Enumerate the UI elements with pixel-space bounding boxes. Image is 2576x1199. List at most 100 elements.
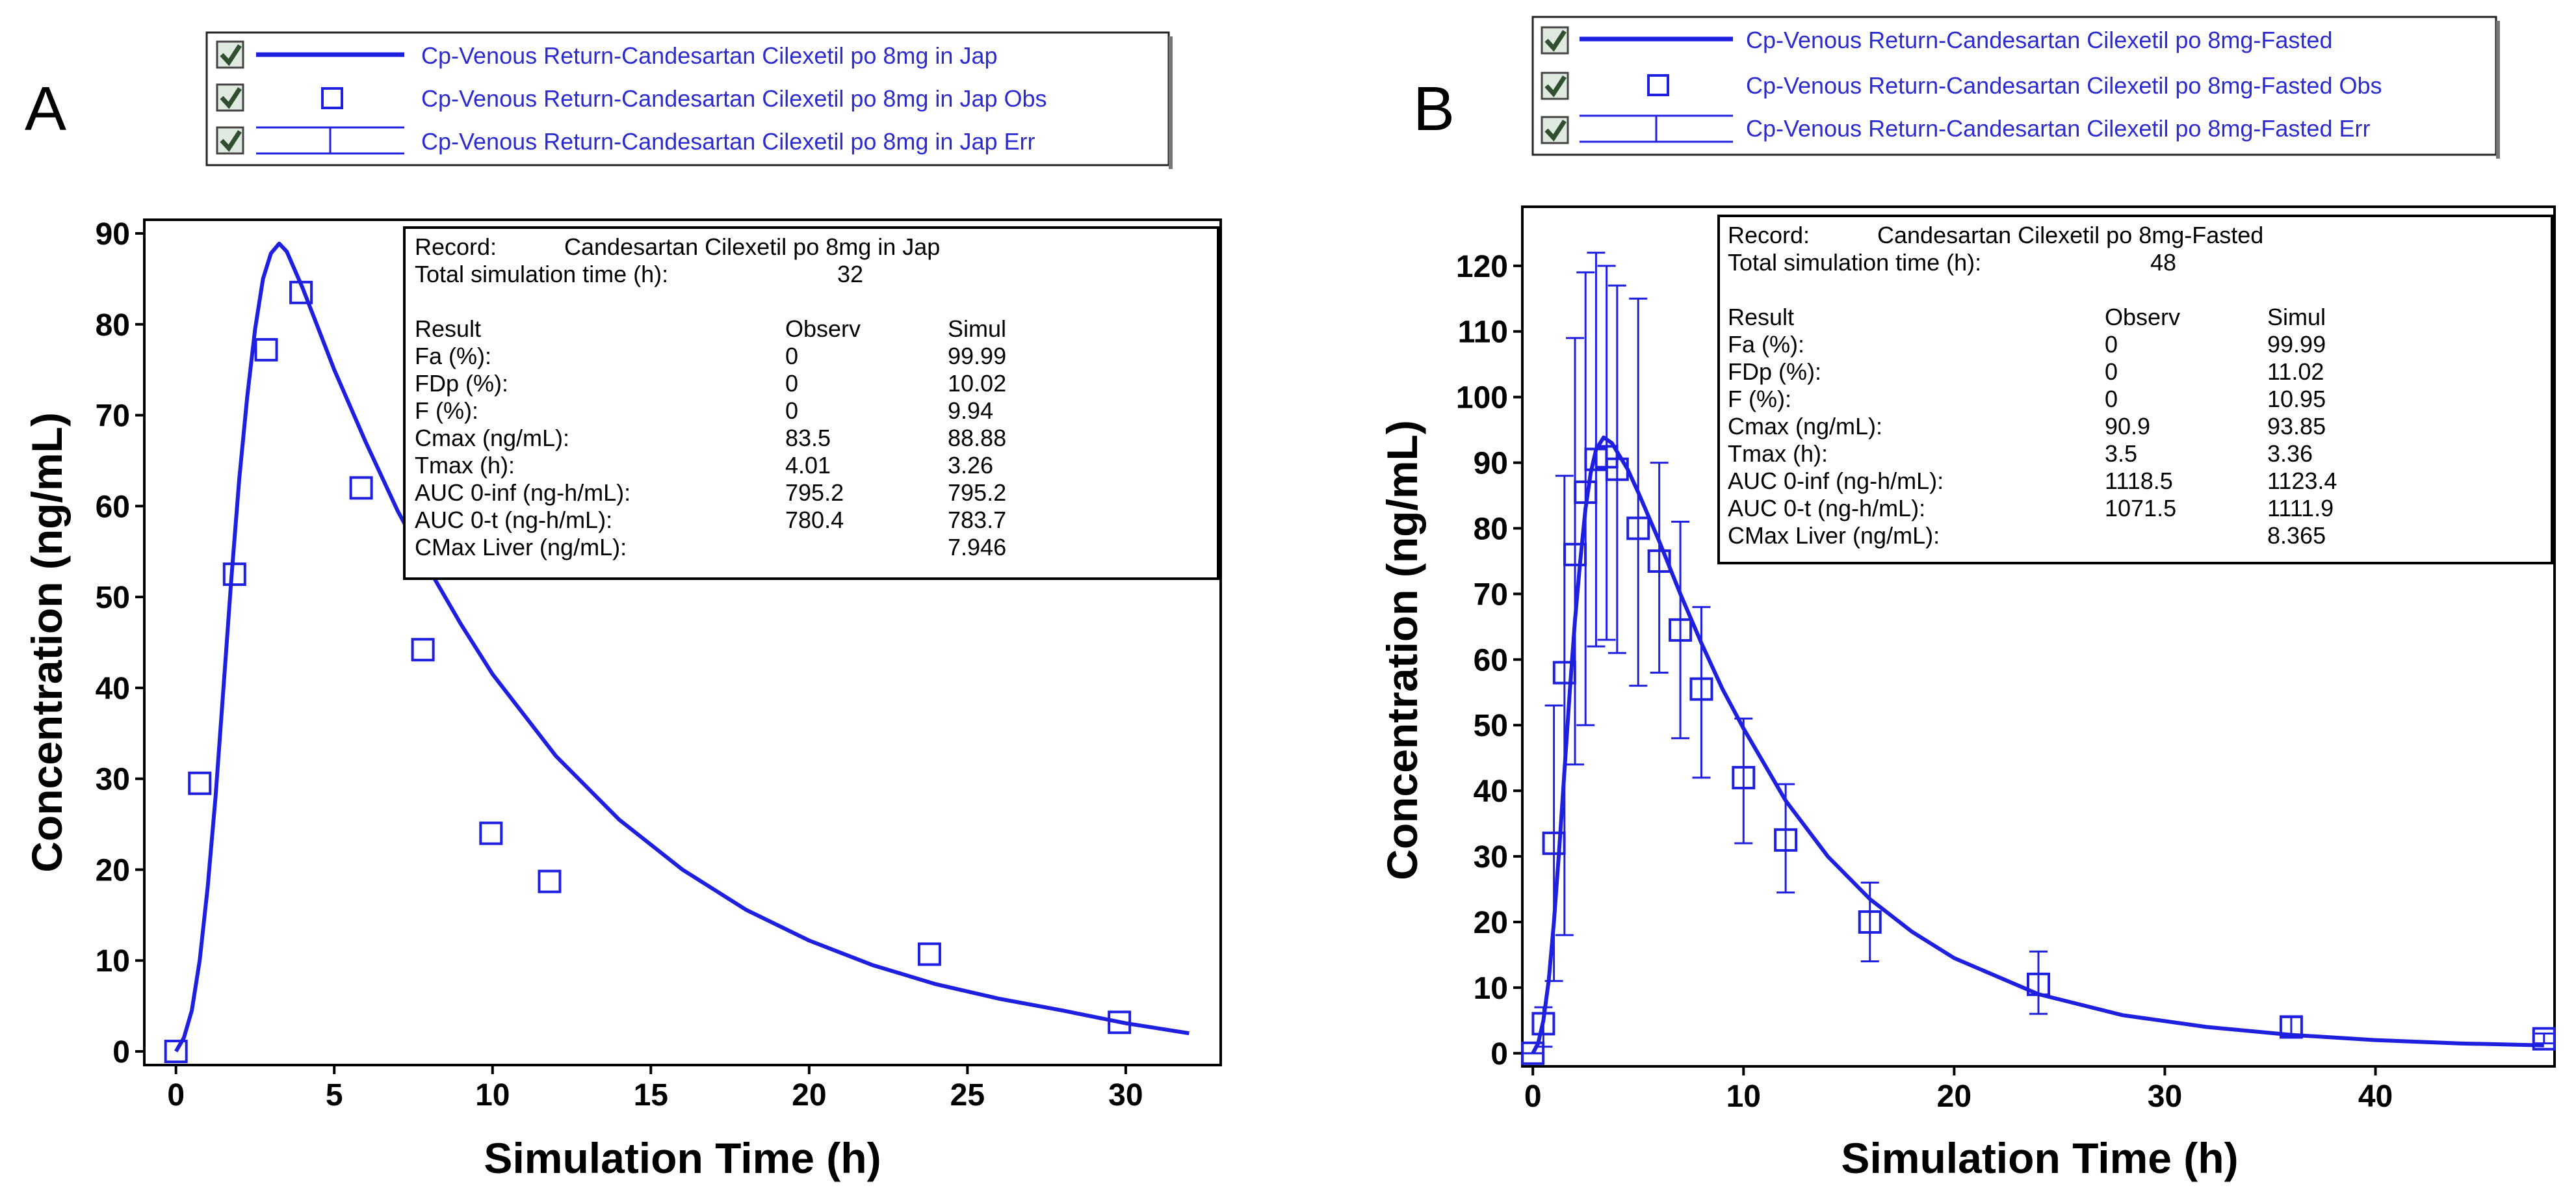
info-b-rows: Fa (%): 0 99.99 FDp (%): 0 11.02 F (%): 0 10.95 C…	[1728, 331, 2337, 549]
info-row-cell: 783.7	[948, 507, 1006, 533]
info-row-cell: AUC 0-inf (ng-h/mL):	[415, 479, 631, 506]
y-tick-label: 50	[1474, 709, 1508, 743]
info-b-sim-time-label: Total simulation time (h):	[1728, 249, 1981, 276]
info-b-record-value: Candesartan Cilexetil po 8mg-Fasted	[1877, 222, 2263, 248]
info-b-record-label: Record:	[1728, 222, 1810, 248]
x-tick-label: 0	[1524, 1079, 1542, 1114]
panel-a-label: A	[25, 74, 66, 144]
info-row-cell: 90.9	[2105, 413, 2150, 440]
observed-marker	[1689, 677, 1713, 701]
error-bar	[1692, 606, 1711, 779]
observed-marker	[1626, 516, 1650, 540]
check-icon	[1544, 75, 1567, 98]
legend-b-label-err: Cp-Venous Return-Candesartan Cilexetil p…	[1746, 115, 2370, 142]
legend-a-label-err: Cp-Venous Return-Candesartan Cilexetil p…	[421, 128, 1035, 155]
legend-b: Cp-Venous Return-Candesartan Cilexetil p…	[1531, 16, 2500, 159]
x-tick-label: 20	[1937, 1079, 1971, 1114]
y-tick-label: 50	[96, 581, 130, 615]
info-row-cell: Tmax (h):	[1728, 440, 1828, 467]
info-row-cell: 780.4	[785, 507, 844, 533]
y-tick-label: 40	[96, 672, 130, 706]
info-row-cell: CMax Liver (ng/mL):	[1728, 522, 1940, 549]
observed-marker	[1774, 828, 1798, 852]
observed-marker	[188, 771, 212, 795]
y-tick-label: 70	[1474, 577, 1508, 612]
plot-a-y-ticks: 0 10 20 30 40 50 60 70 80 90	[96, 217, 144, 1070]
observed-marker	[289, 280, 313, 304]
legend-a-row-err[interactable]: Cp-Venous Return-Candesartan Cilexetil p…	[216, 126, 1035, 155]
plot-b-series	[1521, 252, 2556, 1065]
plot-b-x-ticks: 0 10 20 30 40	[1524, 1066, 2393, 1114]
info-row-cell: 0	[2105, 331, 2118, 358]
error-bar	[1544, 704, 1563, 982]
legend-b-row-obs[interactable]: Cp-Venous Return-Candesartan Cilexetil p…	[1541, 72, 2382, 100]
legend-b-label-line: Cp-Venous Return-Candesartan Cilexetil p…	[1746, 27, 2332, 53]
x-tick-label: 0	[167, 1078, 185, 1113]
info-row-cell: 795.2	[948, 479, 1006, 506]
observed-marker	[917, 942, 941, 966]
y-tick-label: 40	[1474, 774, 1508, 809]
info-row-cell: 1123.4	[2267, 468, 2337, 494]
info-row-cell: 7.946	[948, 534, 1006, 560]
legend-a-errorbar-swatch	[256, 126, 404, 155]
y-tick-label: 10	[96, 944, 130, 979]
info-b-header-simul: Simul	[2267, 304, 2326, 330]
info-row-cell: CMax Liver (ng/mL):	[415, 534, 627, 560]
plot-a-series	[164, 241, 1190, 1064]
error-bar	[1776, 783, 1795, 894]
error-bar	[1734, 717, 1753, 845]
y-tick-label: 10	[1474, 971, 1508, 1006]
x-tick-label: 25	[950, 1078, 985, 1113]
x-tick-label: 30	[1108, 1078, 1143, 1113]
check-icon	[1544, 120, 1567, 142]
info-row-cell: 1118.5	[2105, 468, 2173, 494]
info-row-cell: 83.5	[785, 425, 831, 451]
info-a-header-simul: Simul	[948, 315, 1006, 342]
info-row-cell: FDp (%):	[1728, 358, 1821, 385]
legend-b-shadow	[2496, 21, 2500, 159]
x-tick-label: 5	[326, 1078, 343, 1113]
plot-a-y-axis-label: Concentration (ng/mL)	[23, 412, 71, 873]
info-row-cell: 4.01	[785, 452, 831, 479]
y-tick-label: 100	[1456, 381, 1508, 415]
observed-marker	[1605, 457, 1629, 481]
info-row-cell: F (%):	[1728, 386, 1791, 412]
legend-a-checkbox-err[interactable]	[216, 126, 244, 155]
info-row-cell: 0	[785, 397, 798, 424]
info-box-a-frame	[403, 226, 1219, 580]
observed-marker	[1531, 1012, 1555, 1036]
check-icon	[220, 44, 242, 66]
info-a-sim-time-value: 32	[837, 261, 863, 287]
info-row-cell: Tmax (h):	[415, 452, 515, 479]
error-bar	[1576, 271, 1595, 726]
legend-a-row-line[interactable]: Cp-Venous Return-Candesartan Cilexetil p…	[216, 40, 997, 69]
info-row-cell: 9.94	[948, 397, 993, 424]
legend-b-row-line[interactable]: Cp-Venous Return-Candesartan Cilexetil p…	[1541, 26, 2332, 55]
observed-marker	[411, 638, 435, 662]
error-bar	[1597, 265, 1616, 641]
y-tick-label: 120	[1456, 250, 1508, 284]
info-row-cell: 1071.5	[2105, 495, 2176, 521]
info-row-cell: Cmax (ng/mL):	[1728, 413, 1882, 440]
observed-marker	[1669, 618, 1693, 642]
info-a-record-value: Candesartan Cilexetil po 8mg in Jap	[564, 233, 940, 260]
observed-marker	[2532, 1027, 2556, 1051]
info-row-cell: AUC 0-t (ng-h/mL):	[415, 507, 612, 533]
observed-marker	[349, 476, 373, 500]
info-row-cell: 3.26	[948, 452, 993, 479]
legend-a-shadow	[1169, 36, 1173, 169]
observed-marker	[1647, 549, 1671, 573]
y-tick-label: 0	[1490, 1037, 1508, 1072]
info-row-cell: F (%):	[415, 397, 478, 424]
info-row-cell: 0	[785, 343, 798, 369]
info-row-cell: AUC 0-t (ng-h/mL):	[1728, 495, 1925, 521]
legend-b-row-err[interactable]: Cp-Venous Return-Candesartan Cilexetil p…	[1541, 114, 2370, 144]
error-bar	[2029, 950, 2048, 1015]
y-tick-label: 90	[1474, 447, 1508, 481]
error-bar	[1671, 520, 1690, 739]
info-row-cell: Fa (%):	[1728, 331, 1804, 358]
panel-b-label: B	[1413, 74, 1455, 144]
observed-marker	[2279, 1015, 2303, 1039]
legend-a-row-obs[interactable]: Cp-Venous Return-Candesartan Cilexetil p…	[216, 83, 1047, 112]
plot-a-x-ticks: 0 5 10 15 20 25 30	[167, 1065, 1143, 1113]
